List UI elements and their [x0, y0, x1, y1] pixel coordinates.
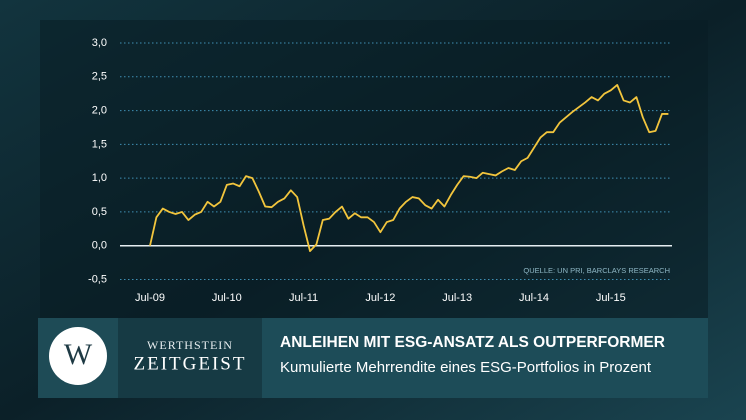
y-tick-label: 1,5 [92, 138, 107, 150]
title-box [262, 318, 708, 398]
y-tick-label: 2,0 [92, 104, 107, 116]
logo: W [64, 338, 93, 371]
subtitle: Kumulierte Mehrrendite eines ESG-Portfol… [280, 359, 652, 376]
x-tick-label: Jul-09 [135, 292, 165, 304]
brand-bottom: ZEITGEIST [134, 353, 247, 374]
x-tick-label: Jul-11 [289, 292, 318, 304]
x-tick-label: Jul-15 [596, 292, 626, 304]
y-tick-label: 2,5 [92, 71, 107, 83]
y-tick-label: 1,0 [92, 172, 107, 184]
line [149, 83, 669, 253]
brand-top: WERTHSTEIN [147, 338, 233, 352]
x-tick-label: Jul-13 [442, 292, 472, 304]
y-tick-label: 3,0 [92, 37, 107, 49]
x-tick-label: Jul-10 [212, 292, 242, 304]
x-tick-label: Jul-14 [519, 292, 549, 304]
y-tick-label: 0,0 [92, 240, 107, 252]
x-tick-label: Jul-12 [365, 292, 395, 304]
title: ANLEIHEN MIT ESG-ANSATZ ALS OUTPERFORMER [280, 334, 665, 351]
y-tick-label: -0,5 [88, 273, 107, 285]
y-tick-label: 0,5 [92, 206, 107, 218]
source: QUELLE: UN PRI, BARCLAYS RESEARCH [523, 266, 670, 275]
chart-panel [40, 20, 708, 320]
logo-circle [49, 327, 107, 385]
brand-box [118, 318, 262, 398]
